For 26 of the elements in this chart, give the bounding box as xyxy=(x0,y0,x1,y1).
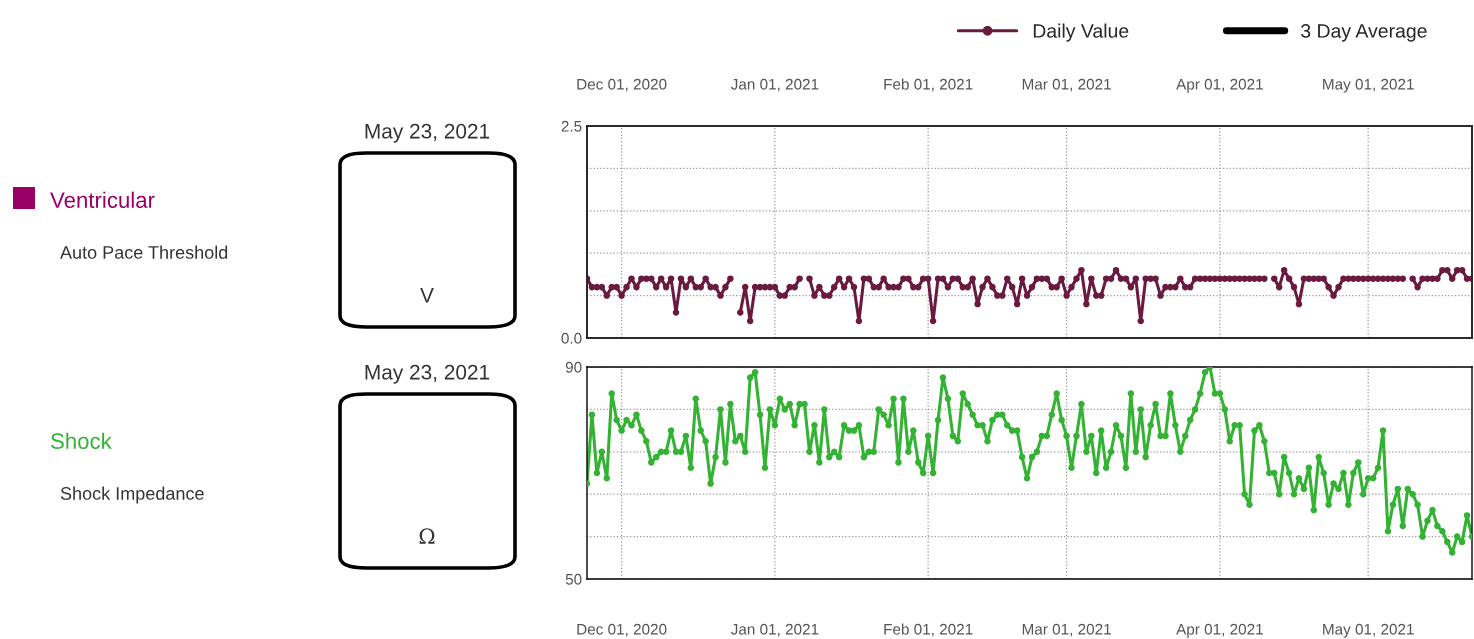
text: Ventricular xyxy=(50,191,155,208)
y-tick-label: 2.5 xyxy=(561,120,582,132)
legend-label: 3 Day Average xyxy=(1301,24,1427,42)
text: May 23, 2021 xyxy=(365,123,490,143)
text: Shock Impedance xyxy=(60,486,204,504)
text: Shock xyxy=(51,432,112,449)
text: Auto Pace Threshold xyxy=(60,245,228,259)
x-tick-label: Dec 01, 2020 xyxy=(577,623,667,637)
x2-tick-label: May 01, 2021 xyxy=(1323,78,1414,93)
x2-tick-label: Jan 01, 2021 xyxy=(730,78,819,92)
text: May 23, 2021 xyxy=(365,364,490,384)
x-tick-label: Apr 01, 2021 xyxy=(1176,623,1263,638)
x2-tick-label: Apr 01, 2021 xyxy=(1176,78,1263,93)
y-tick-label: 90 xyxy=(565,361,582,373)
x2-tick-label: Feb 01, 2021 xyxy=(884,78,973,92)
legend-label: Daily Value xyxy=(1033,23,1129,42)
y-tick-label: 50 xyxy=(565,573,582,585)
y-tick-label: 0.0 xyxy=(561,332,582,344)
x-tick-label: Jan 01, 2021 xyxy=(730,623,819,637)
x-tick-label: May 01, 2021 xyxy=(1323,623,1414,638)
x2-tick-label: Mar 01, 2021 xyxy=(1022,78,1111,92)
x-tick-label: Feb 01, 2021 xyxy=(884,623,973,637)
x2-tick-label: Dec 01, 2020 xyxy=(577,78,667,92)
x-tick-label: Mar 01, 2021 xyxy=(1022,623,1111,637)
text: V xyxy=(420,288,434,303)
text: Ω xyxy=(419,528,435,544)
